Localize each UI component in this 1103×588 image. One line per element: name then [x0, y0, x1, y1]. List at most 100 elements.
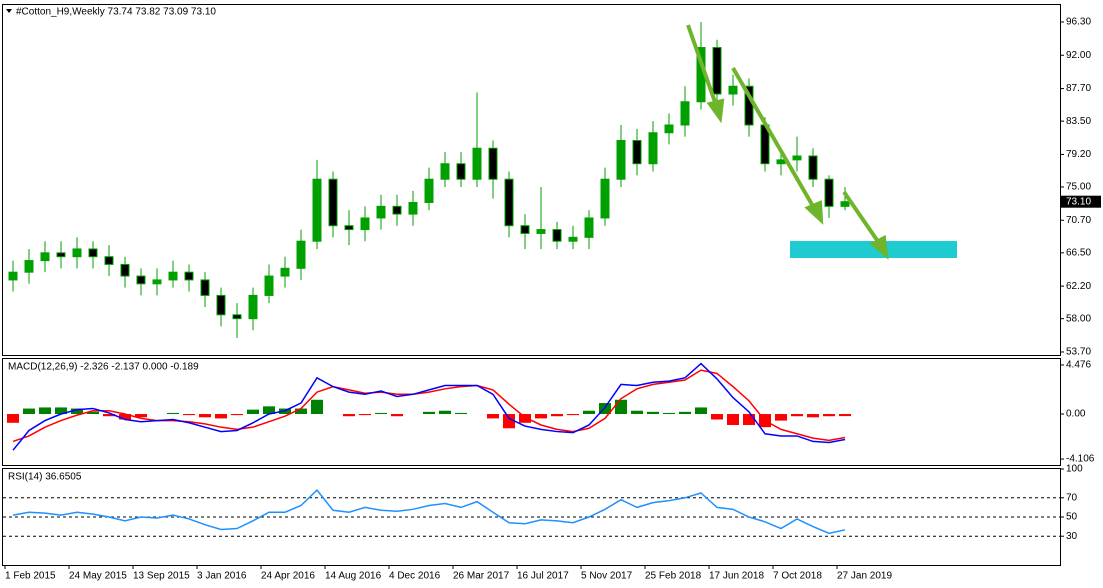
histogram-bar: [135, 414, 147, 418]
histogram-bar: [39, 407, 51, 415]
candle-body: [88, 248, 98, 258]
y-tick-label: -4.106: [1066, 454, 1095, 465]
histogram-bar: [183, 414, 195, 416]
candle-body: [728, 85, 738, 95]
candle-body: [104, 256, 114, 265]
candle-body: [536, 229, 546, 234]
histogram-bar: [535, 414, 547, 419]
histogram-bar: [823, 414, 835, 417]
candle-body: [360, 217, 370, 231]
y-tick-label: 62.20: [1066, 281, 1091, 292]
x-tick-label: 26 Mar 2017: [453, 571, 510, 582]
candle-body: [280, 267, 290, 277]
macd-pane: [2, 358, 1061, 466]
candle-body: [792, 155, 802, 161]
arrow-head: [706, 98, 725, 124]
candle-body: [56, 252, 66, 258]
rsi-line: [12, 489, 846, 535]
histogram-bar: [295, 408, 307, 415]
histogram-bar: [583, 410, 595, 415]
histogram-bar: [71, 408, 83, 415]
histogram-bar: [663, 412, 675, 415]
candle-body: [408, 201, 418, 215]
histogram-bar: [167, 412, 179, 415]
candle-body: [296, 240, 306, 269]
x-tick-label: 3 Jan 2016: [197, 571, 247, 582]
candle-body: [840, 201, 850, 207]
histogram-bar: [695, 407, 707, 415]
histogram-bar: [231, 414, 243, 416]
candle-body: [344, 225, 354, 231]
histogram-bar: [263, 406, 275, 415]
y-tick-label: 50: [1066, 512, 1078, 523]
y-tick-label: 87.70: [1066, 83, 1091, 94]
candle-body: [712, 47, 722, 95]
price-pane: [2, 4, 1061, 356]
last-price-label: 73.10: [1066, 196, 1091, 207]
candle-body: [504, 178, 514, 227]
histogram-bar: [423, 411, 435, 415]
candle-body: [152, 279, 162, 285]
candle-body: [632, 139, 642, 165]
candle-body: [328, 178, 338, 227]
y-tick-label: 75.00: [1066, 182, 1091, 193]
chart-title: #Cotton_H9,Weekly 73.74 73.82 73.09 73.1…: [16, 7, 216, 18]
histogram-bar: [359, 414, 371, 416]
y-tick-label: 79.20: [1066, 149, 1091, 160]
histogram-bar: [343, 414, 355, 417]
y-tick-label: 92.00: [1066, 50, 1091, 61]
arrow: [842, 190, 881, 245]
histogram-bar: [215, 414, 227, 419]
histogram-bar: [23, 408, 35, 415]
candle-body: [824, 178, 834, 207]
candle-body: [8, 271, 18, 281]
candle-body: [520, 225, 530, 234]
candle-body: [456, 163, 466, 180]
histogram-bar: [679, 411, 691, 415]
candle-body: [184, 271, 194, 281]
y-tick-label: 4.476: [1066, 360, 1091, 371]
histogram-bar: [727, 414, 739, 425]
y-tick-label: 0.00: [1066, 409, 1086, 420]
candle-body: [568, 236, 578, 242]
candle-body: [488, 147, 498, 180]
x-tick-label: 13 Sep 2015: [133, 571, 190, 582]
histogram-bar: [631, 410, 643, 415]
y-tick-label: 83.50: [1066, 116, 1091, 127]
candle-body: [312, 178, 322, 242]
candle-body: [616, 139, 626, 180]
candle-body: [680, 101, 690, 126]
candle-body: [72, 248, 82, 258]
pane-marker: [6, 9, 12, 13]
y-tick-label: 70: [1066, 492, 1078, 503]
x-tick-label: 17 Jun 2018: [709, 571, 764, 582]
histogram-bar: [391, 414, 403, 417]
histogram-bar: [375, 412, 387, 415]
macd-line: [12, 362, 846, 451]
candle-body: [120, 263, 130, 277]
arrow-head: [804, 200, 824, 225]
target-zone: [790, 241, 957, 258]
y-tick-label: 66.50: [1066, 247, 1091, 258]
histogram-bar: [791, 414, 803, 417]
candle-body: [232, 314, 242, 320]
histogram-bar: [567, 414, 579, 416]
candle-body: [472, 147, 482, 180]
candle-body: [552, 229, 562, 242]
histogram-bar: [199, 414, 211, 418]
histogram-bar: [775, 414, 787, 421]
x-tick-label: 7 Oct 2018: [773, 571, 822, 582]
histogram-bar: [7, 414, 19, 423]
x-tick-label: 14 Aug 2016: [325, 571, 382, 582]
histogram-bar: [455, 412, 467, 415]
candle-body: [136, 275, 146, 285]
histogram-bar: [87, 411, 99, 415]
histogram-bar: [519, 414, 531, 423]
histogram-bar: [487, 414, 499, 419]
candle-body: [40, 252, 50, 262]
y-tick-label: 100: [1066, 464, 1083, 475]
histogram-bar: [103, 414, 115, 417]
arrow: [731, 66, 816, 210]
x-tick-label: 27 Jan 2019: [837, 571, 892, 582]
